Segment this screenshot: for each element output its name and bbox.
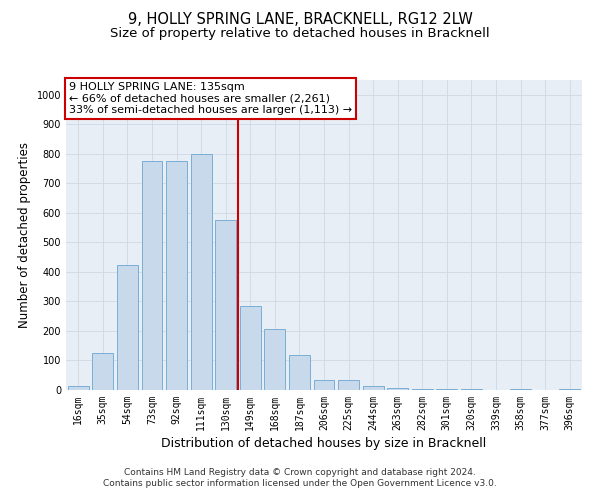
Bar xyxy=(215,220,236,390)
Bar xyxy=(338,380,359,390)
Bar xyxy=(510,388,531,390)
Bar xyxy=(191,154,212,390)
Bar xyxy=(387,388,408,390)
Text: 9, HOLLY SPRING LANE, BRACKNELL, RG12 2LW: 9, HOLLY SPRING LANE, BRACKNELL, RG12 2L… xyxy=(128,12,472,28)
X-axis label: Distribution of detached houses by size in Bracknell: Distribution of detached houses by size … xyxy=(161,437,487,450)
Text: Contains HM Land Registry data © Crown copyright and database right 2024.
Contai: Contains HM Land Registry data © Crown c… xyxy=(103,468,497,487)
Bar xyxy=(314,380,334,390)
Text: 9 HOLLY SPRING LANE: 135sqm
← 66% of detached houses are smaller (2,261)
33% of : 9 HOLLY SPRING LANE: 135sqm ← 66% of det… xyxy=(68,82,352,115)
Bar xyxy=(436,388,457,390)
Bar xyxy=(265,330,286,390)
Bar xyxy=(412,388,433,390)
Bar xyxy=(240,306,261,390)
Bar xyxy=(362,386,383,390)
Bar xyxy=(166,161,187,390)
Y-axis label: Number of detached properties: Number of detached properties xyxy=(18,142,31,328)
Bar xyxy=(289,354,310,390)
Bar xyxy=(68,386,89,390)
Bar xyxy=(142,161,163,390)
Bar xyxy=(461,388,482,390)
Bar xyxy=(559,388,580,390)
Text: Size of property relative to detached houses in Bracknell: Size of property relative to detached ho… xyxy=(110,28,490,40)
Bar xyxy=(117,264,138,390)
Bar xyxy=(92,353,113,390)
